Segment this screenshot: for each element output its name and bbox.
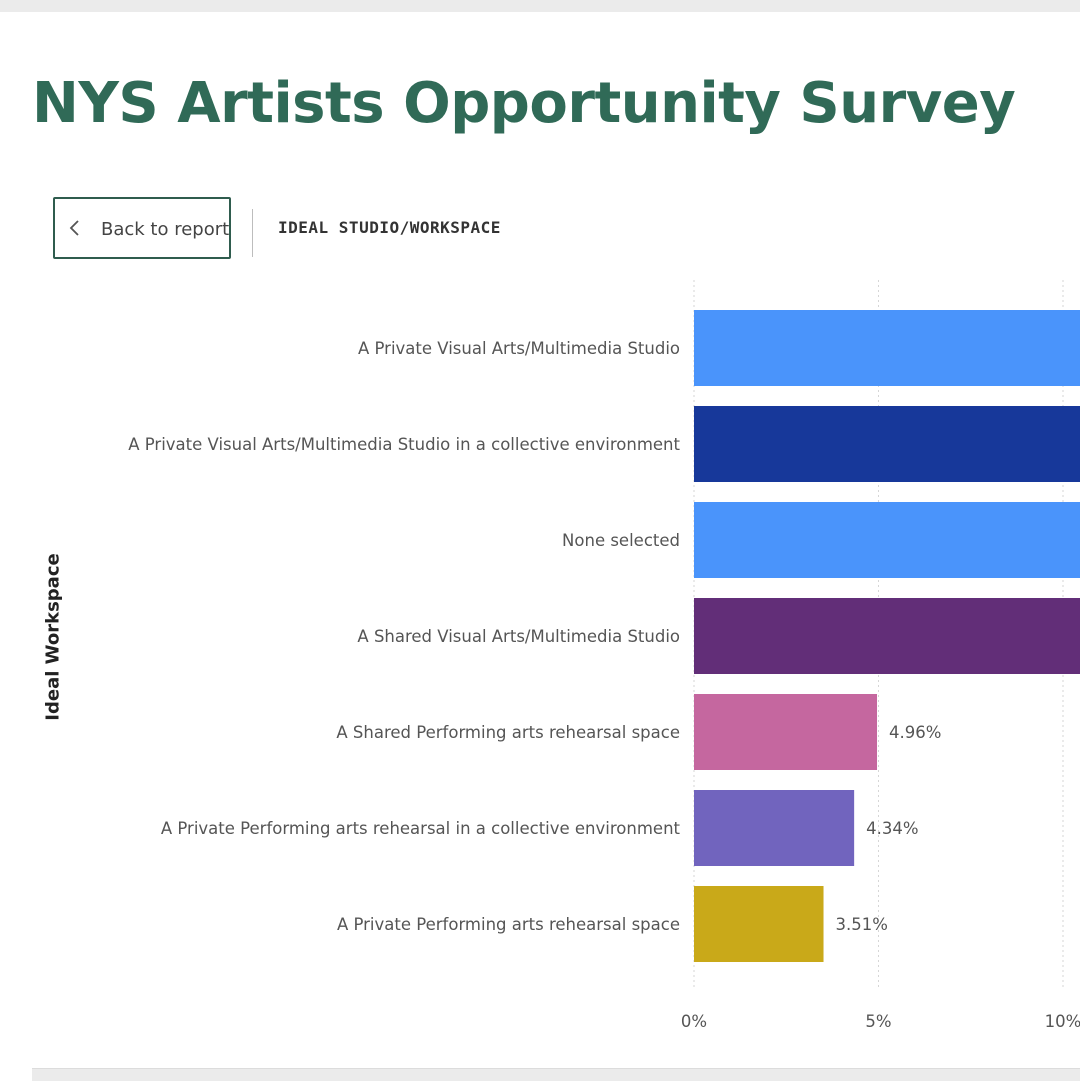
chevron-left-icon: [69, 220, 79, 236]
category-label-2: A Private Visual Arts/Multimedia Studio …: [128, 435, 680, 454]
x-tick-label-0: 0%: [681, 1012, 707, 1031]
category-label-1: A Private Visual Arts/Multimedia Studio: [358, 339, 680, 358]
x-tick-label-10: 10%: [1045, 1012, 1080, 1031]
x-tick-label-5: 5%: [865, 1012, 891, 1031]
page-title: NYS Artists Opportunity Survey: [32, 71, 1016, 136]
category-label-6: A Private Performing arts rehearsal in a…: [161, 819, 681, 838]
header-divider: [252, 209, 253, 257]
top-band: [0, 0, 1080, 12]
category-label-7: A Private Performing arts rehearsal spac…: [337, 915, 680, 934]
back-to-report-label: Back to report: [101, 219, 230, 240]
category-label-4: A Shared Visual Arts/Multimedia Studio: [357, 627, 680, 646]
bar-4: [694, 598, 1080, 674]
data-label-6: 4.34%: [866, 819, 918, 838]
back-to-report-button[interactable]: Back to report: [53, 197, 231, 259]
section-title: IDEAL STUDIO/WORKSPACE: [278, 218, 501, 237]
bar-3: [694, 502, 1080, 578]
bar-2: [694, 406, 1080, 482]
bar-chart: A Private Visual Arts/Multimedia Studio A…: [128, 280, 1080, 1031]
bar-6: [694, 790, 855, 866]
category-label-5: A Shared Performing arts rehearsal space: [336, 723, 680, 742]
bar-1: [694, 310, 1080, 386]
data-label-7: 3.51%: [836, 915, 888, 934]
bar-7: [694, 886, 824, 962]
category-label-3: None selected: [562, 531, 680, 550]
bottom-band: [32, 1068, 1080, 1081]
bar-5: [694, 694, 878, 770]
data-label-5: 4.96%: [889, 723, 941, 742]
